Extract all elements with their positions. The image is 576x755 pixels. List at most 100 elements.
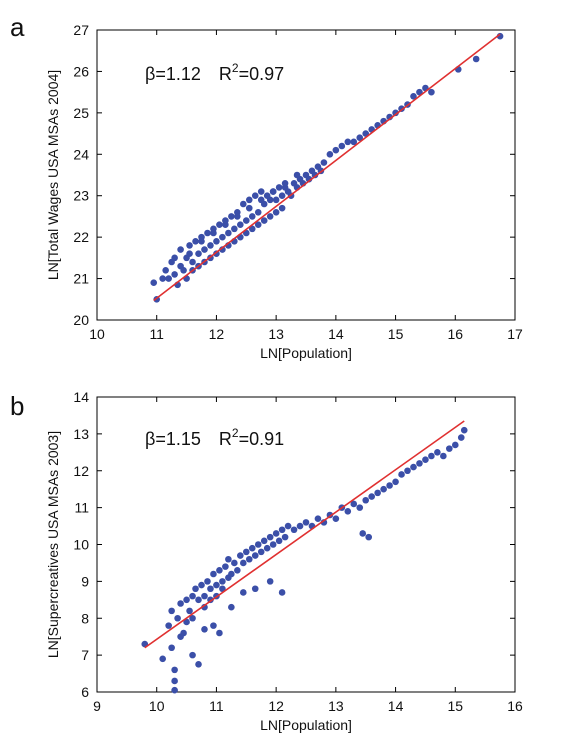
y-tick-label: 9 bbox=[81, 573, 89, 589]
y-tick-label: 10 bbox=[73, 537, 89, 553]
data-point bbox=[416, 88, 423, 96]
data-point bbox=[257, 548, 265, 556]
data-point bbox=[257, 196, 265, 204]
y-tick-label: 22 bbox=[73, 229, 89, 245]
y-tick-label: 8 bbox=[81, 610, 89, 626]
data-point bbox=[422, 456, 429, 463]
x-axis-label: LN[Population] bbox=[260, 717, 352, 733]
data-point bbox=[225, 229, 232, 237]
data-point bbox=[248, 225, 256, 233]
y-tick-label: 11 bbox=[74, 500, 89, 516]
y-tick-label: 20 bbox=[73, 312, 89, 328]
data-point bbox=[254, 541, 262, 548]
x-tick-label: 15 bbox=[388, 326, 404, 342]
data-point bbox=[201, 603, 208, 611]
data-point bbox=[251, 192, 259, 200]
r2-superscript: 2 bbox=[232, 61, 239, 75]
data-point bbox=[216, 629, 223, 637]
x-tick-label: 16 bbox=[447, 326, 463, 342]
data-point bbox=[296, 522, 304, 530]
data-point bbox=[275, 184, 283, 191]
data-point bbox=[228, 603, 235, 611]
data-point bbox=[266, 578, 274, 585]
data-point bbox=[207, 242, 214, 249]
data-point bbox=[278, 192, 286, 200]
plot-frame bbox=[96, 29, 516, 321]
data-point bbox=[457, 434, 465, 441]
data-point bbox=[195, 250, 202, 258]
data-point bbox=[260, 217, 268, 224]
data-point bbox=[398, 471, 405, 478]
data-point bbox=[446, 445, 453, 452]
data-point bbox=[201, 592, 208, 600]
data-point bbox=[416, 460, 423, 467]
data-point bbox=[266, 533, 274, 541]
x-tick-label: 16 bbox=[507, 698, 523, 714]
data-point bbox=[213, 581, 220, 589]
data-point bbox=[186, 250, 193, 258]
data-point bbox=[251, 585, 259, 593]
data-point bbox=[171, 666, 178, 674]
x-tick-label: 11 bbox=[149, 326, 164, 342]
data-point bbox=[359, 530, 367, 537]
data-point bbox=[240, 559, 247, 567]
data-point bbox=[213, 237, 220, 245]
panel-letter: a bbox=[10, 12, 25, 42]
data-point bbox=[204, 578, 211, 585]
data-point bbox=[186, 607, 193, 615]
data-point bbox=[237, 552, 244, 559]
data-point bbox=[177, 633, 184, 640]
data-point bbox=[210, 622, 217, 629]
data-point bbox=[269, 188, 277, 195]
data-point bbox=[254, 221, 262, 229]
y-tick-label: 7 bbox=[81, 647, 89, 663]
data-point bbox=[234, 213, 241, 220]
data-point bbox=[338, 142, 346, 150]
data-point bbox=[281, 533, 289, 541]
data-point bbox=[234, 567, 241, 574]
data-point bbox=[293, 171, 301, 179]
data-point bbox=[174, 614, 181, 622]
data-point bbox=[278, 589, 286, 596]
x-tick-label: 9 bbox=[93, 698, 101, 714]
data-point bbox=[171, 254, 178, 262]
y-tick-label: 14 bbox=[73, 389, 89, 405]
data-point bbox=[222, 563, 229, 570]
y-tick-label: 12 bbox=[73, 463, 89, 479]
data-point bbox=[245, 555, 253, 563]
data-point bbox=[171, 686, 178, 694]
data-point bbox=[356, 134, 364, 142]
data-point bbox=[311, 171, 319, 179]
y-tick-label: 21 bbox=[73, 271, 89, 287]
data-point bbox=[219, 233, 226, 241]
data-point bbox=[350, 500, 358, 508]
data-point bbox=[162, 266, 169, 274]
data-point bbox=[272, 530, 280, 537]
data-point bbox=[314, 515, 322, 522]
data-point bbox=[278, 204, 286, 212]
data-point bbox=[266, 213, 274, 220]
data-point bbox=[440, 452, 447, 460]
data-point bbox=[320, 519, 328, 526]
data-point bbox=[365, 533, 373, 541]
data-point bbox=[165, 622, 172, 629]
data-point bbox=[332, 146, 340, 154]
data-point bbox=[237, 221, 244, 229]
data-point bbox=[183, 596, 190, 604]
data-point bbox=[326, 150, 334, 158]
annotation: β=1.15 R2=0.91 bbox=[145, 426, 284, 449]
data-point bbox=[332, 515, 340, 522]
data-point bbox=[189, 258, 196, 266]
data-point bbox=[216, 221, 223, 229]
axis-ticks: 10 11 12 13 14 15 16 17 20 21 22 23 24 25 26 27 bbox=[73, 22, 523, 342]
data-point bbox=[240, 589, 247, 596]
data-point bbox=[219, 246, 226, 253]
x-tick-label: 10 bbox=[149, 698, 165, 714]
data-point bbox=[207, 585, 214, 593]
data-point bbox=[410, 92, 417, 100]
y-axis-label: LN[Supercreatives USA MSAs 2003] bbox=[45, 431, 61, 658]
data-point bbox=[189, 651, 196, 659]
data-point bbox=[254, 208, 262, 216]
data-point bbox=[272, 196, 280, 204]
